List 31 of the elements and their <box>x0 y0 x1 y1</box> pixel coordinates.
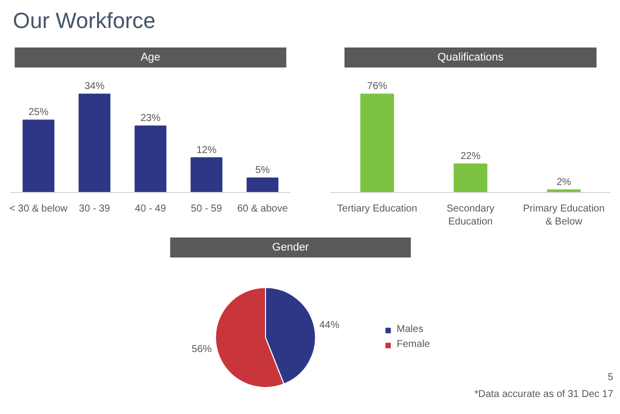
legend-label: Female <box>396 339 430 350</box>
bar <box>246 178 278 192</box>
data-label: 76% <box>367 81 388 92</box>
bar <box>190 157 222 192</box>
data-label: 44% <box>319 320 340 331</box>
x-tick-label: 60 & above <box>237 204 288 214</box>
bar <box>134 125 166 192</box>
x-tick-label: 30 - 39 <box>78 204 111 214</box>
chart-title: Age <box>140 52 160 64</box>
x-tick-label: Primary Education & Below <box>522 204 605 228</box>
chart-title: Qualifications <box>437 52 504 64</box>
bar <box>78 94 110 192</box>
data-label: 25% <box>28 107 49 118</box>
x-tick-label: 50 - 59 <box>190 204 223 214</box>
data-label: 22% <box>460 151 481 162</box>
chart-title: Gender <box>272 242 310 254</box>
x-tick-label: < 30 & below <box>9 204 68 214</box>
x-tick-label: Tertiary Education <box>337 204 418 214</box>
x-tick-label: 40 - 49 <box>134 204 167 214</box>
data-label: 5% <box>255 165 270 176</box>
x-tick-label: Secondary Education <box>446 204 494 228</box>
text: *Data accurate as of 31 Dec 17 <box>474 388 614 400</box>
bar <box>22 120 54 192</box>
data-label: 12% <box>196 144 217 156</box>
legend-label: Males <box>396 324 424 335</box>
data-label: 56% <box>192 344 212 356</box>
data-label: 34% <box>84 81 105 92</box>
text: 5 <box>608 372 614 383</box>
text: Our Workforce <box>12 8 156 33</box>
data-label: 23% <box>140 112 161 124</box>
data-label: 2% <box>556 176 572 188</box>
